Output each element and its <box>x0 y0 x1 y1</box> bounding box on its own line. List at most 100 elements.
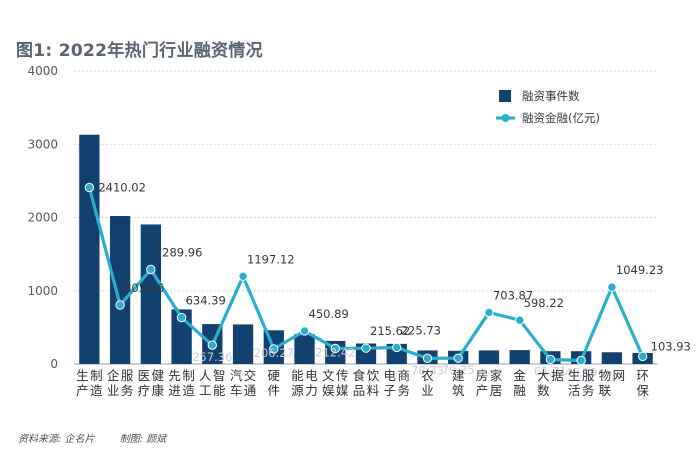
x-category-label: 数 <box>537 383 550 398</box>
line-value-label: 450.89 <box>309 307 349 321</box>
y-tick-label: 4000 <box>27 64 58 78</box>
x-category-label: 生 <box>76 368 89 383</box>
line-value-label: 703.87 <box>493 288 533 302</box>
x-category-label: 交 <box>244 368 257 383</box>
footer: 资料来源: 企名片 制图: 颜斌 <box>18 430 166 445</box>
line-value-label: 1049.23 <box>616 263 664 277</box>
x-category-label: 家 <box>490 368 503 383</box>
line-value-label: 257.36 <box>192 350 232 364</box>
x-category-label: 娱 <box>322 383 335 398</box>
x-category-label: 制 <box>90 368 103 383</box>
author-note: 制图: 颜斌 <box>119 434 167 445</box>
y-tick-label: 0 <box>50 357 58 371</box>
x-category-label: 生 <box>568 368 581 383</box>
line-value-label: 225.73 <box>401 323 441 337</box>
x-category-label: 产 <box>476 383 489 398</box>
x-category-label: 传 <box>336 368 349 383</box>
x-category-label: 业 <box>421 383 434 398</box>
line-point <box>176 312 187 323</box>
x-category-label: 筑 <box>452 383 465 398</box>
x-category-label: 据 <box>551 368 564 383</box>
line-point <box>637 351 648 362</box>
bar <box>601 352 623 364</box>
x-category-label: 造 <box>90 383 103 398</box>
x-category-label: 环 <box>636 368 649 383</box>
legend-bar-swatch <box>499 90 511 102</box>
x-category-label: 保 <box>636 383 649 398</box>
line-point <box>207 340 218 350</box>
bar <box>79 134 100 364</box>
x-category-label: 联 <box>599 383 612 398</box>
x-category-label: 产 <box>76 383 89 398</box>
bar <box>294 333 315 364</box>
x-category-label: 服 <box>582 368 595 383</box>
x-category-label: 农 <box>421 368 434 383</box>
x-category-label: 工 <box>199 383 212 398</box>
x-category-label: 车 <box>230 383 243 398</box>
x-category-label: 汽 <box>230 368 243 383</box>
x-category-label: 活 <box>568 383 581 398</box>
x-axis: 生产制造企业服务医疗健康先进制造人工智能汽车交通硬件能源电力文娱传媒食品饮料电子… <box>76 368 649 398</box>
x-category-label: 务 <box>397 383 410 398</box>
x-category-label: 力 <box>305 383 318 398</box>
x-category-label: 媒 <box>336 383 349 398</box>
x-category-label: 能 <box>213 383 226 398</box>
line-series <box>84 182 648 366</box>
legend-bar-label: 融资事件数 <box>522 89 580 103</box>
x-category-label: 子 <box>383 383 396 398</box>
line-point <box>115 300 125 310</box>
x-category-label: 品 <box>353 383 366 398</box>
x-category-label: 建 <box>452 368 465 383</box>
line-point <box>392 342 402 353</box>
y-axis: 0 1000 2000 3000 4000 <box>27 64 58 371</box>
x-category-label: 制 <box>182 368 195 383</box>
line-point <box>545 354 556 365</box>
line-value-label: 1289.96 <box>155 246 203 260</box>
y-tick-label: 3000 <box>27 137 58 151</box>
x-category-label: 企 <box>107 368 120 383</box>
x-category-label: 人 <box>199 368 212 383</box>
line-point <box>576 355 586 366</box>
x-category-label: 造 <box>182 383 195 398</box>
line-value-label: 1197.12 <box>247 252 295 266</box>
line-point <box>607 282 617 292</box>
x-category-label: 健 <box>152 368 165 383</box>
x-category-label: 先 <box>168 368 181 383</box>
x-category-label: 务 <box>121 383 134 398</box>
legend-line-label: 融资金融(亿元) <box>522 111 600 125</box>
line-point <box>514 315 525 325</box>
line-point <box>330 343 340 354</box>
line-value-label: 48.19 <box>565 365 598 379</box>
x-category-label: 电 <box>383 368 396 383</box>
x-category-label: 通 <box>244 383 257 398</box>
x-category-label: 物 <box>599 368 612 383</box>
x-category-label: 进 <box>168 383 181 398</box>
line-value-label: 212.42 <box>315 345 355 359</box>
x-category-label: 医 <box>138 368 151 383</box>
x-category-label: 食 <box>353 368 366 383</box>
line-point <box>453 353 463 363</box>
x-category-label: 务 <box>582 383 595 398</box>
x-category-label: 硬 <box>268 368 281 383</box>
x-category-label: 金 <box>513 368 526 383</box>
x-category-label: 网 <box>613 368 626 383</box>
x-category-label: 房 <box>476 368 489 383</box>
line-point <box>269 344 279 354</box>
y-tick-label: 1000 <box>27 284 58 298</box>
line-value-label: 805.46 <box>124 281 164 295</box>
x-category-label: 电 <box>305 368 318 383</box>
line-value-label: 103.93 <box>651 339 691 353</box>
x-category-label: 居 <box>490 383 503 398</box>
x-category-label: 康 <box>152 383 165 398</box>
line-value-label: 598.22 <box>524 296 564 310</box>
x-category-label: 融 <box>513 383 526 398</box>
line-point <box>361 343 371 353</box>
x-category-label: 源 <box>291 383 304 398</box>
line-value-label: 61.71 <box>534 364 567 378</box>
line-value-label: 634.39 <box>186 294 226 308</box>
x-category-label: 件 <box>268 383 281 398</box>
bar <box>509 350 530 364</box>
x-category-label: 商 <box>397 368 410 383</box>
